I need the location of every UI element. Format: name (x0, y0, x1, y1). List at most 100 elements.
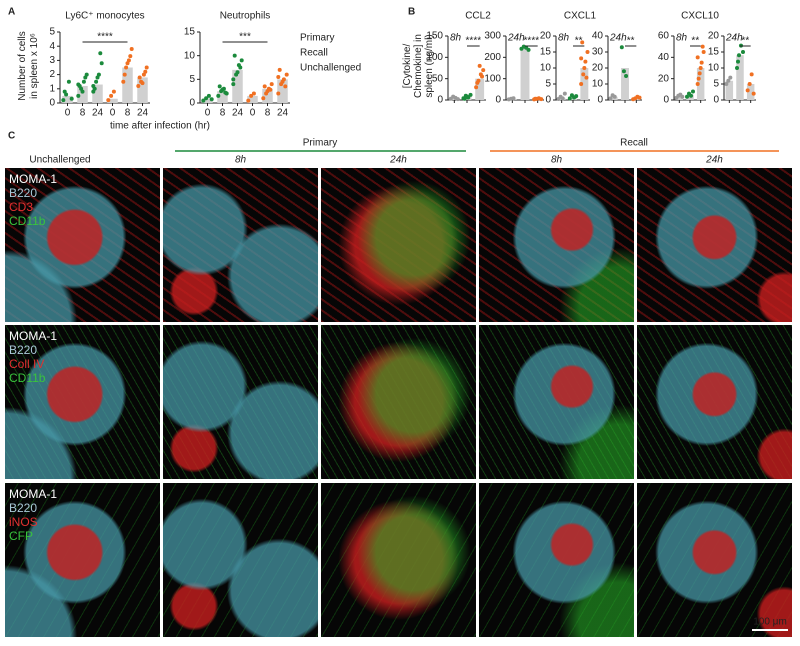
bar (262, 88, 273, 103)
data-point (619, 45, 624, 50)
channel-label: CD11b (9, 214, 46, 228)
data-point (251, 91, 256, 96)
micrograph (163, 168, 318, 322)
channel-legend: MOMA-1 B220 iNOS CFP (9, 487, 57, 543)
data-point (480, 74, 485, 79)
y-axis-label-line: in spleen x 10⁶ (29, 33, 40, 99)
data-point (80, 89, 85, 94)
data-point (747, 82, 752, 86)
data-point (69, 96, 74, 101)
data-point (216, 93, 221, 98)
data-point (91, 83, 96, 88)
data-point (680, 94, 685, 99)
data-point (201, 98, 206, 103)
significance-label: *** (239, 32, 251, 43)
data-point (280, 79, 285, 84)
y-tick-label: 3 (49, 55, 55, 66)
y-tick-label: 20 (658, 73, 670, 84)
data-point (223, 90, 228, 95)
data-point (249, 93, 254, 98)
data-point (608, 96, 613, 101)
data-point (621, 69, 626, 74)
data-point (235, 70, 240, 75)
x-tick-label: 24 (137, 108, 149, 119)
data-point (526, 47, 531, 52)
data-point (124, 65, 129, 70)
bar (77, 85, 88, 103)
bar (122, 67, 133, 103)
data-point (204, 96, 209, 101)
data-point (481, 68, 486, 73)
y-tick-label: 15 (708, 47, 720, 58)
data-point (688, 93, 693, 98)
chart-group-title: CXCL1 (564, 11, 597, 22)
y-tick-label: 0 (597, 95, 603, 106)
data-point (137, 75, 142, 80)
data-point (128, 54, 133, 59)
x-tick-label: 24 (277, 108, 289, 119)
micrograph (479, 483, 634, 637)
data-point (539, 97, 544, 102)
channel-label: MOMA-1 (9, 172, 57, 186)
y-tick-label: 20 (540, 31, 552, 42)
bar (107, 98, 118, 103)
bar (580, 68, 589, 100)
y-tick-label: 300 (484, 31, 501, 42)
data-point (726, 78, 731, 83)
data-point (94, 79, 99, 84)
data-point (562, 91, 567, 96)
data-point (698, 66, 703, 70)
y-tick-label: 5 (49, 27, 55, 38)
y-tick-label: 0 (545, 95, 551, 106)
y-axis-label-line: Number of cells (17, 31, 28, 100)
data-point (740, 50, 745, 54)
y-axis-label-line: [Cytokine/ (402, 44, 413, 89)
data-point (106, 98, 111, 103)
panel-label: C (8, 131, 15, 142)
y-tick-label: 5 (189, 74, 195, 85)
y-tick-label: 100 (484, 73, 501, 84)
channel-legend: MOMA-1 B220 Coll IV CD11b (9, 329, 57, 385)
data-point (737, 53, 742, 58)
data-point (582, 66, 587, 70)
y-tick-label: 40 (658, 52, 670, 63)
data-point (695, 55, 700, 60)
micrograph (5, 483, 160, 637)
data-point (581, 72, 586, 77)
data-point (136, 83, 141, 88)
chart-subtitle: 8h (676, 33, 688, 44)
channel-label: CD3 (9, 200, 34, 214)
channel-label: CD11b (9, 371, 46, 385)
data-point (701, 50, 706, 54)
data-point (736, 59, 741, 64)
micrograph (479, 168, 634, 322)
y-axis-label: [Cytokine/Chemokine] inspleen (ng/ml) (402, 34, 435, 98)
data-point (129, 47, 134, 52)
column-header: Unchallenged (29, 155, 90, 166)
y-tick-label: 100 (426, 52, 443, 63)
data-point (751, 91, 756, 96)
data-point (276, 91, 281, 96)
chart-subtitle: 24h (609, 33, 627, 44)
y-tick-label: 40 (592, 31, 604, 42)
bar (736, 55, 744, 100)
data-point (76, 82, 81, 87)
y-tick-label: 20 (592, 63, 604, 74)
x-tick-label: 24 (92, 108, 104, 119)
scale-bar-label: 100 μm (753, 617, 787, 628)
significance-label: **** (97, 32, 113, 43)
significance-label: ** (691, 36, 699, 47)
data-point (696, 76, 701, 81)
data-point (612, 94, 617, 99)
y-tick-label: 4 (49, 41, 55, 52)
data-point (206, 93, 211, 98)
y-tick-label: 10 (184, 50, 196, 61)
micrograph (163, 483, 318, 637)
channel-label: B220 (9, 343, 38, 357)
y-tick-label: 20 (708, 31, 720, 42)
data-point (98, 51, 103, 56)
column-header: 8h (235, 155, 247, 166)
y-tick-label: 10 (708, 63, 720, 74)
legend-entry: Primary (300, 33, 334, 44)
data-point (231, 77, 236, 82)
